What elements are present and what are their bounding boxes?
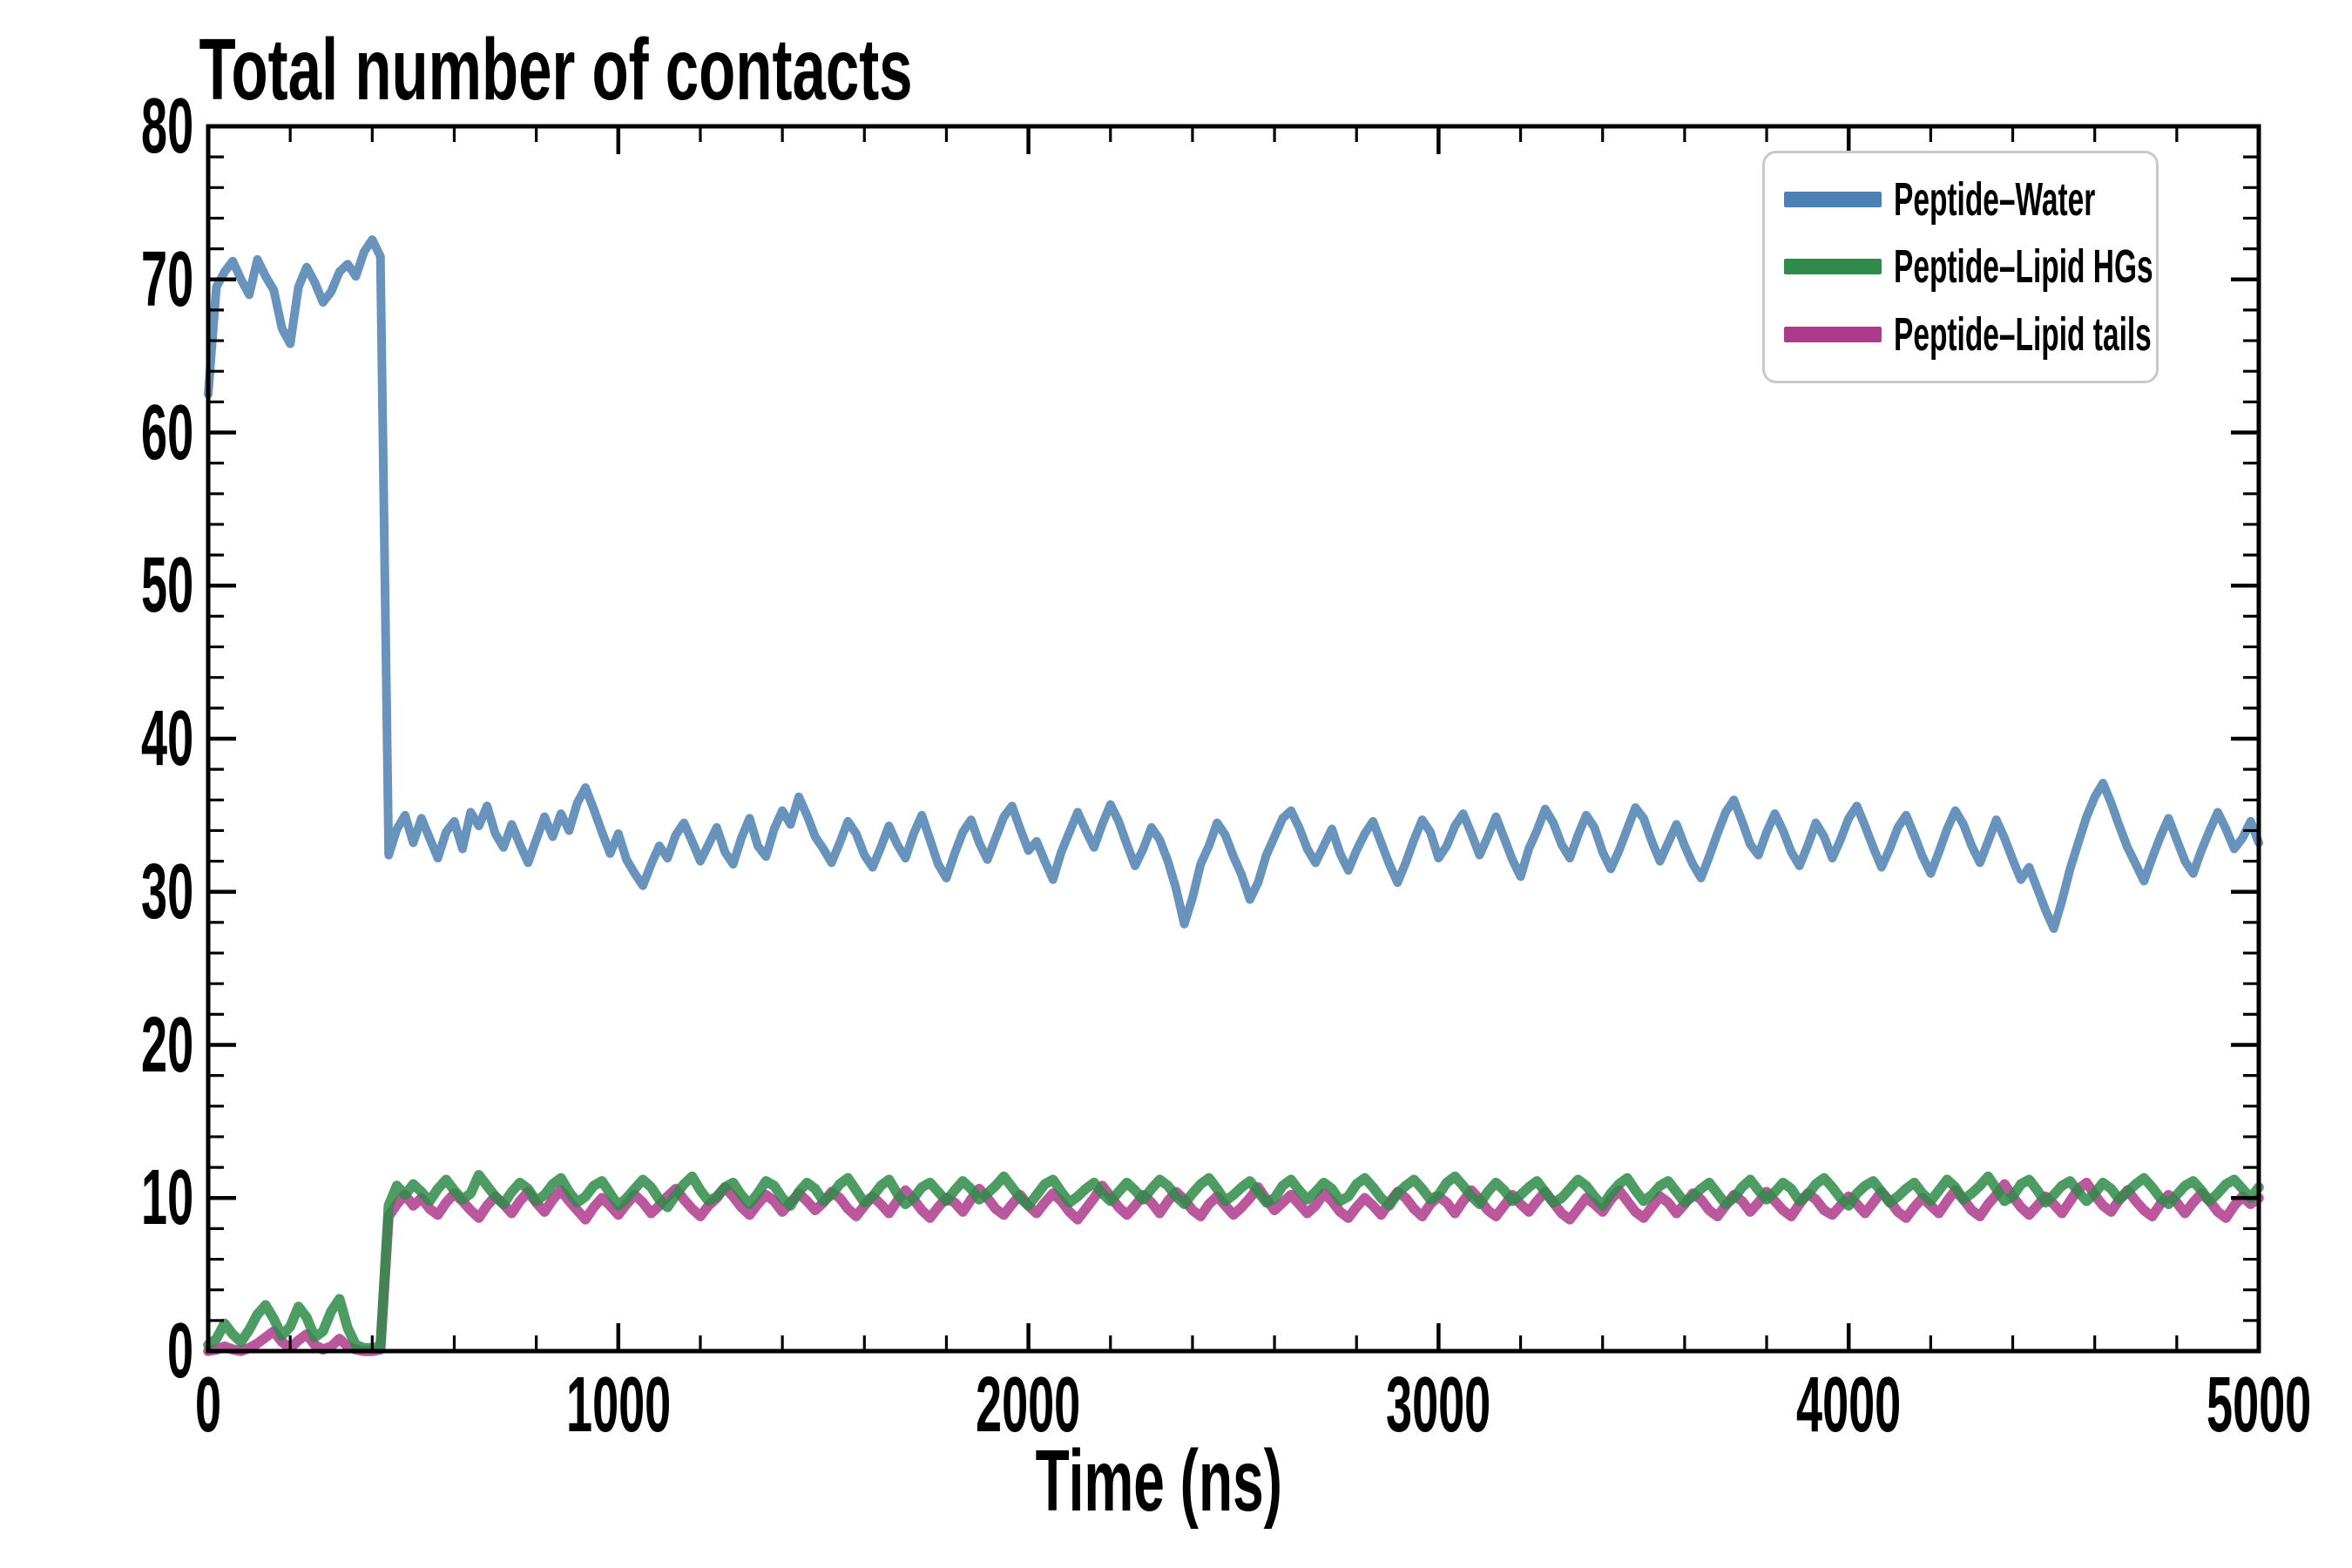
y-tick-label-text: 40 [140, 695, 193, 782]
x-tick-label-text: 5000 [2206, 1362, 2312, 1449]
x-tick-label-1000: 1000 [514, 1366, 723, 1444]
legend-swatch-peptide-lipid-tails [1784, 327, 1882, 343]
y-tick-label-20: 20 [54, 1006, 193, 1085]
y-tick-label-50: 50 [54, 546, 193, 625]
y-tick-label-text: 60 [140, 389, 193, 476]
y-tick-label-text: 0 [166, 1308, 193, 1395]
x-tick-label-text: 1000 [565, 1362, 671, 1449]
legend-swatch-peptide-water [1784, 191, 1882, 207]
legend-entry-peptide-lipid-hgs: Peptide–Lipid HGs [1775, 240, 2156, 293]
y-tick-label-10: 10 [54, 1159, 193, 1237]
legend-swatch-peptide-lipid-hgs [1784, 259, 1882, 275]
x-tick-label-text: 4000 [1796, 1362, 1902, 1449]
series-line-peptide-lipid-tails [203, 1177, 2264, 1356]
x-tick-label-3000: 3000 [1334, 1366, 1543, 1444]
x-tick-label-2000: 2000 [924, 1366, 1133, 1444]
legend-label-peptide-water: Peptide–Water [1894, 172, 2096, 226]
series-line-peptide-lipid-hgs [203, 1170, 2264, 1354]
x-axis-label-text: Time (ns) [1035, 1432, 1282, 1530]
y-tick-label-40: 40 [54, 700, 193, 778]
y-tick-label-70: 70 [54, 240, 193, 319]
legend: Peptide–Water Peptide–Lipid HGs Peptide–… [1762, 151, 2159, 383]
y-tick-label-text: 50 [140, 542, 193, 630]
legend-label-peptide-lipid-tails: Peptide–Lipid tails [1894, 308, 2152, 362]
x-tick-label-4000: 4000 [1744, 1366, 1953, 1444]
x-tick-label-text: 3000 [1386, 1362, 1491, 1449]
y-tick-label-text: 10 [140, 1154, 193, 1242]
legend-entry-peptide-water: Peptide–Water [1775, 173, 2156, 226]
y-tick-label-80: 80 [54, 87, 193, 166]
x-tick-label-5000: 5000 [2154, 1366, 2352, 1444]
y-tick-label-text: 30 [140, 848, 193, 936]
y-tick-label-text: 70 [140, 235, 193, 323]
x-tick-label-text: 0 [194, 1362, 222, 1449]
series-line-peptide-water [204, 235, 2263, 933]
legend-label-peptide-lipid-hgs: Peptide–Lipid HGs [1894, 240, 2153, 294]
y-tick-label-60: 60 [54, 394, 193, 472]
chart-title-text: Total number of contacts [199, 21, 914, 118]
y-tick-label-text: 20 [140, 1001, 193, 1089]
x-tick-label-text: 2000 [976, 1362, 1081, 1449]
legend-entry-peptide-lipid-tails: Peptide–Lipid tails [1775, 308, 2156, 361]
y-tick-label-text: 80 [140, 83, 193, 170]
y-tick-label-0: 0 [54, 1312, 193, 1390]
y-tick-label-30: 30 [54, 853, 193, 931]
x-tick-label-0: 0 [104, 1366, 313, 1444]
